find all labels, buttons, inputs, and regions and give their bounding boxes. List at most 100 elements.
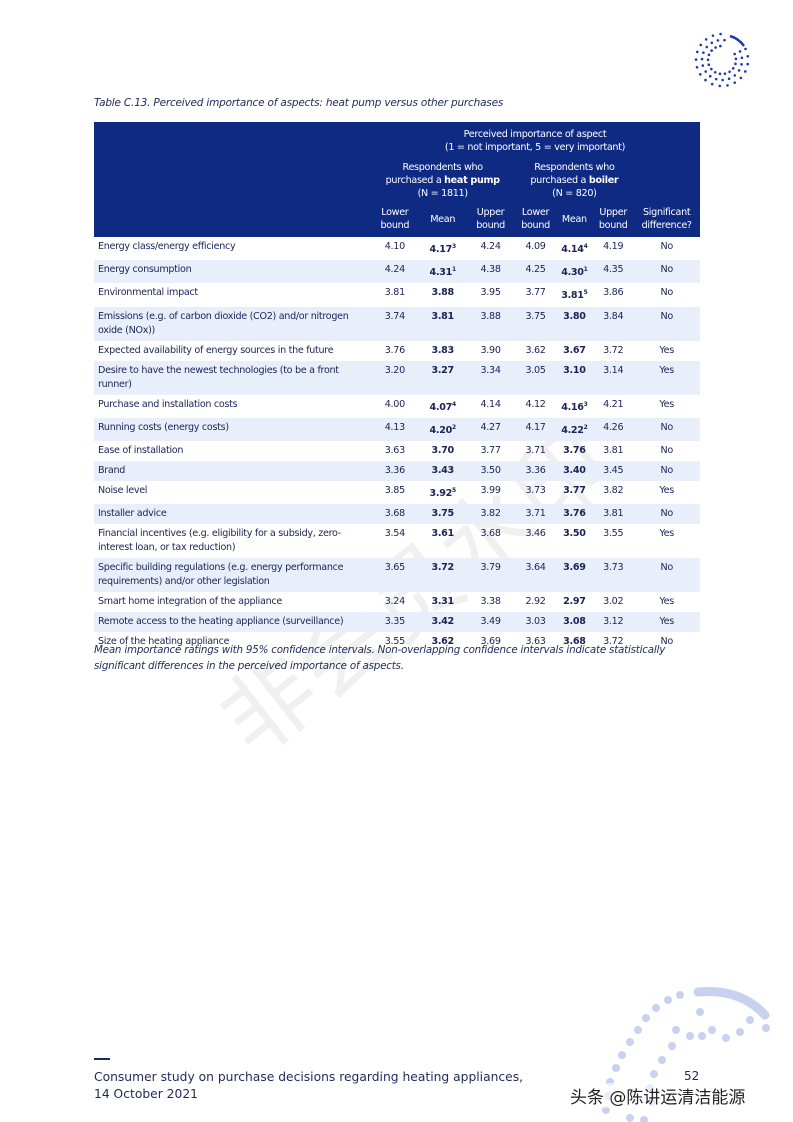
b-mean-cell: 3.69 [563,562,586,574]
b-upper-cell: 3.72 [603,344,624,356]
table-row: Desire to have the newest technologies (… [94,360,700,395]
b-upper-cell: 3.02 [603,596,624,608]
b-lower-cell: 3.64 [525,562,546,574]
table-note: Mean importance ratings with 95% confide… [94,644,666,672]
significance-cell: No [660,310,673,322]
page-number: 52 [684,1069,700,1083]
b-mean-cell: 3.10 [563,364,586,376]
b-upper-cell: 3.73 [603,562,624,574]
b-mean-cell: 3.68 [563,636,586,648]
hp-lower-cell: 3.54 [384,528,405,540]
hp-mean-cell: 3.61 [431,528,454,540]
b-mean-cell: 2.97 [563,596,586,608]
b-mean-cell: 3.815 [561,289,588,302]
b-lower-cell: 3.71 [525,444,546,456]
hp-lower-cell: 3.76 [384,344,405,356]
aspect-cell: Environmental impact [98,287,198,299]
b-upper-cell: 3.14 [603,364,624,376]
hp-upper-cell: 3.90 [480,344,501,356]
hp-upper-cell: 3.68 [480,528,501,540]
table-row: Emissions (e.g. of carbon dioxide (CO2) … [94,306,700,341]
col-significant: Significant difference? [641,207,692,231]
hp-lower-cell: 3.24 [384,596,405,608]
b-lower-cell: 3.77 [525,287,546,299]
b-mean-cell: 3.08 [563,616,586,628]
hp-upper-cell: 3.77 [480,444,501,456]
table-row: Energy class/energy efficiency 4.10 4.173 4… [94,237,700,260]
b-upper-cell: 3.55 [603,528,624,540]
aspect-cell: Desire to have the newest technologies (… [98,364,339,390]
hp-mean-cell: 3.43 [431,464,454,476]
group-header: Perceived importance of aspect (1 = not i… [444,129,626,153]
hp-upper-cell: 3.34 [480,364,501,376]
table-caption: Table C.13. Perceived importance of aspe… [94,97,504,109]
hp-upper-cell: 3.50 [480,464,501,476]
hp-upper-cell: 3.99 [480,484,501,496]
significance-cell: No [660,287,673,299]
hp-mean-cell: 4.074 [429,400,457,413]
table-row: Size of the heating appliance 3.55 3.62 3.6… [94,632,700,652]
col-b-mean: Mean [561,213,587,225]
table-row: Brand 3.36 3.43 3.50 3.36 3.40 3.45 No [94,460,700,481]
hp-mean-cell: 4.173 [429,243,457,256]
hp-mean-cell: 4.311 [429,266,457,279]
hp-lower-cell: 3.35 [384,616,405,628]
hp-lower-cell: 3.85 [384,484,405,496]
boiler-header: Respondents who purchased a boiler (N = 82… [530,162,619,199]
b-upper-cell: 3.86 [603,287,624,299]
b-upper-cell: 4.19 [603,241,624,252]
hp-lower-cell: 3.81 [384,287,405,299]
aspect-cell: Financial incentives (e.g. eligibility f… [98,528,341,554]
hp-lower-cell: 3.68 [384,508,405,520]
hp-lower-cell: 3.36 [384,464,405,476]
aspect-cell: Remote access to the heating appliance (… [98,616,344,628]
hp-mean-cell: 3.70 [431,444,454,456]
b-upper-cell: 3.72 [603,636,624,648]
col-b-upper: Upper bound [598,207,628,231]
significance-cell: Yes [659,344,674,356]
hp-mean-cell: 3.75 [431,508,454,520]
b-lower-cell: 3.75 [525,310,546,322]
b-lower-cell: 3.71 [525,508,546,520]
b-mean-cell: 3.77 [563,484,586,496]
hp-mean-cell: 3.925 [429,486,457,500]
b-lower-cell: 4.12 [525,398,546,410]
hp-mean-cell: 3.81 [431,310,454,322]
table-row: Specific building regulations (e.g. ener… [94,558,700,593]
b-mean-cell: 4.163 [561,400,588,413]
significance-cell: Yes [659,616,674,628]
hp-lower-cell: 3.55 [384,636,405,648]
significance-cell: No [660,421,673,433]
aspect-cell: Noise level [98,484,148,496]
table-row: Purchase and installation costs 4.00 4.074… [94,395,700,418]
logo-icon [694,32,750,88]
b-lower-cell: 3.46 [525,528,546,540]
b-mean-cell: 3.76 [563,444,586,456]
hp-lower-cell: 4.00 [384,398,405,410]
aspect-cell: Purchase and installation costs [98,398,238,410]
hp-upper-cell: 3.49 [480,616,501,628]
col-b-lower: Lower bound [521,207,550,231]
b-mean-cell: 4.222 [561,423,588,436]
table-row: Running costs (energy costs) 4.13 4.202 4.2… [94,417,700,441]
col-hp-lower: Lower bound [380,207,410,231]
aspect-cell: Ease of installation [98,444,184,456]
b-mean-cell: 4.301 [561,266,588,279]
significance-cell: No [660,444,673,456]
table-row: Ease of installation 3.63 3.70 3.77 3.71 3.76… [94,441,700,461]
b-lower-cell: 4.17 [525,421,546,433]
hp-mean-cell: 3.62 [431,636,454,648]
hp-mean-cell: 3.83 [431,344,454,356]
b-lower-cell: 3.73 [525,484,546,496]
b-lower-cell: 3.03 [525,616,546,628]
hp-lower-cell: 4.24 [384,264,405,276]
hp-lower-cell: 3.65 [384,562,405,574]
significance-cell: Yes [659,364,674,376]
table-row: Smart home integration of the appliance 3… [94,592,700,612]
hp-upper-cell: 3.88 [480,310,501,322]
b-upper-cell: 4.26 [603,421,624,433]
table-row: Expected availability of energy sources … [94,341,700,361]
footer-title: Consumer study on purchase decisions reg… [94,1070,524,1101]
aspect-cell: Energy consumption [98,264,192,276]
significance-cell: No [660,464,673,476]
